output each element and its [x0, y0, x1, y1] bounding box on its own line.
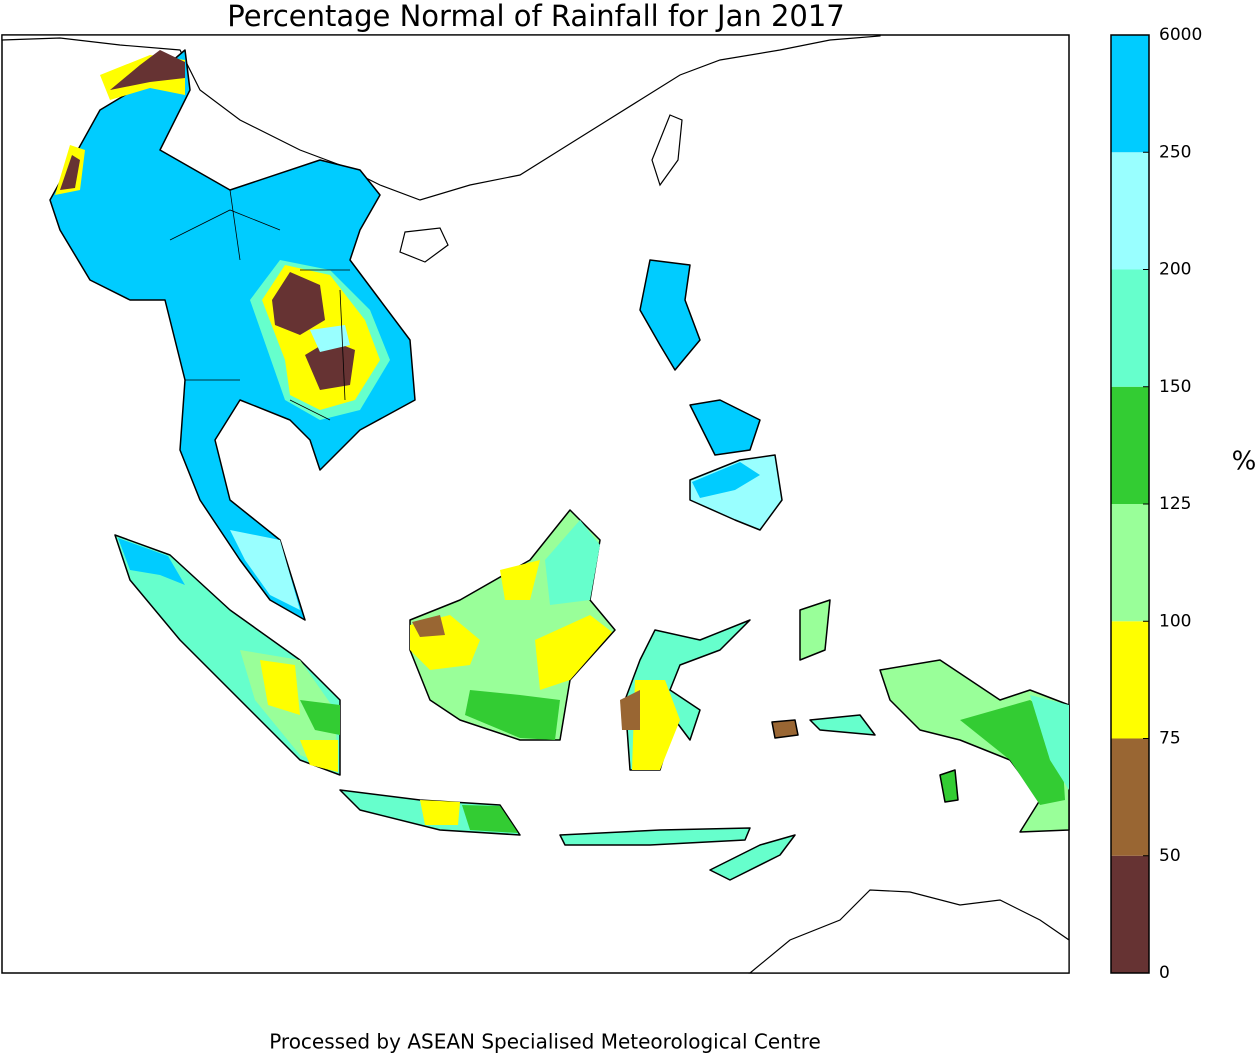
- colorbar-tick-label: 125: [1159, 494, 1191, 514]
- borders: [159, 149, 350, 421]
- colorbar-tick-label: 250: [1159, 142, 1191, 162]
- colorbar-unit: %: [1232, 447, 1257, 477]
- luzon: [639, 259, 701, 371]
- region: [412, 615, 445, 637]
- footer: Processed by ASEAN Specialised Meteorolo…: [269, 1030, 821, 1054]
- region: [462, 805, 518, 833]
- region: [310, 325, 350, 352]
- colorbar: 0 50 75 100 125 150 200 250 6000: [1110, 25, 1202, 983]
- taiwan: [651, 114, 683, 187]
- region: [465, 690, 560, 740]
- australia: [748, 889, 1070, 974]
- colorbar-tick-label: 50: [1159, 846, 1181, 866]
- region: [1030, 695, 1069, 790]
- region: [118, 538, 185, 585]
- colorbar-tick-label: 150: [1159, 377, 1191, 397]
- region: [632, 680, 680, 770]
- china-coast: [1, 34, 881, 201]
- region: [535, 615, 612, 690]
- seram: [809, 714, 876, 736]
- region: [545, 520, 600, 605]
- region: [110, 50, 185, 90]
- region: [230, 530, 300, 610]
- colorbar-tick-label: 6000: [1159, 25, 1202, 45]
- lesser-sunda: [559, 827, 751, 846]
- colorbar-tick-label: 100: [1159, 611, 1191, 631]
- region: [272, 272, 325, 335]
- colorbar-tick-label: 200: [1159, 260, 1191, 280]
- region: [260, 660, 300, 715]
- map: [1, 34, 1070, 974]
- colorbar-segment: [1111, 504, 1149, 622]
- region: [300, 700, 340, 735]
- region: [692, 462, 760, 498]
- region: [420, 800, 460, 825]
- colorbar-segment: [1111, 386, 1149, 504]
- colorbar-segment: [1111, 152, 1149, 270]
- colorbar-segment: [1111, 855, 1149, 973]
- colorbar-segment: [1111, 269, 1149, 387]
- region: [620, 690, 640, 730]
- hainan: [399, 227, 449, 263]
- title: Percentage Normal of Rainfall for Jan 20…: [227, 0, 845, 33]
- region: [60, 155, 80, 190]
- halmahera: [799, 599, 831, 661]
- aru: [939, 769, 959, 803]
- colorbar-segment: [1111, 621, 1149, 739]
- colorbar-segment: [1111, 35, 1149, 153]
- timor: [709, 834, 796, 881]
- visayas: [689, 399, 761, 456]
- colorbar-tick-label: 75: [1159, 729, 1181, 749]
- colorbar-segment: [1111, 738, 1149, 856]
- region: [500, 560, 540, 600]
- colorbar-tick-label: 0: [1159, 963, 1170, 983]
- region: [300, 740, 338, 772]
- buru: [771, 719, 799, 739]
- region: [960, 700, 1065, 805]
